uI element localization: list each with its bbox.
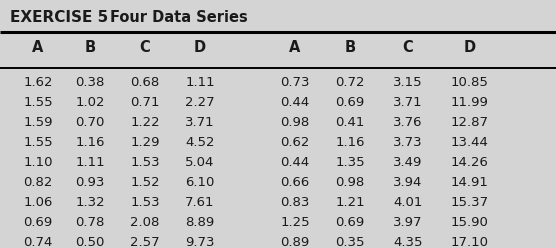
Text: 3.76: 3.76 xyxy=(393,116,423,129)
Text: 3.15: 3.15 xyxy=(393,76,423,89)
Text: 12.87: 12.87 xyxy=(451,116,489,129)
Text: 0.44: 0.44 xyxy=(280,156,310,169)
Text: 0.44: 0.44 xyxy=(280,96,310,109)
Text: 10.85: 10.85 xyxy=(451,76,489,89)
Text: 11.99: 11.99 xyxy=(451,96,489,109)
Text: 2.27: 2.27 xyxy=(185,96,215,109)
Text: 1.02: 1.02 xyxy=(75,96,105,109)
Text: 0.66: 0.66 xyxy=(280,176,310,189)
Text: 1.53: 1.53 xyxy=(130,156,160,169)
Text: 0.35: 0.35 xyxy=(335,236,365,248)
Text: 3.49: 3.49 xyxy=(393,156,423,169)
Text: EXERCISE 5: EXERCISE 5 xyxy=(10,10,108,25)
Text: 0.72: 0.72 xyxy=(335,76,365,89)
Text: 13.44: 13.44 xyxy=(451,136,489,149)
Text: 3.71: 3.71 xyxy=(393,96,423,109)
Text: A: A xyxy=(32,40,44,55)
Text: 0.98: 0.98 xyxy=(280,116,310,129)
Text: 0.82: 0.82 xyxy=(23,176,53,189)
Text: 0.71: 0.71 xyxy=(130,96,160,109)
Text: 0.38: 0.38 xyxy=(75,76,105,89)
Text: 1.22: 1.22 xyxy=(130,116,160,129)
Text: 1.29: 1.29 xyxy=(130,136,160,149)
Text: 0.62: 0.62 xyxy=(280,136,310,149)
Text: 4.52: 4.52 xyxy=(185,136,215,149)
Text: 1.16: 1.16 xyxy=(75,136,105,149)
Text: Four Data Series: Four Data Series xyxy=(110,10,248,25)
Text: 15.37: 15.37 xyxy=(451,196,489,209)
Text: 3.71: 3.71 xyxy=(185,116,215,129)
Text: 5.04: 5.04 xyxy=(185,156,215,169)
Text: 1.59: 1.59 xyxy=(23,116,53,129)
Text: 2.08: 2.08 xyxy=(130,216,160,229)
Text: B: B xyxy=(85,40,96,55)
Text: 0.69: 0.69 xyxy=(335,216,365,229)
Text: 0.69: 0.69 xyxy=(335,96,365,109)
Text: 3.94: 3.94 xyxy=(393,176,423,189)
Text: 4.01: 4.01 xyxy=(393,196,423,209)
Text: 1.10: 1.10 xyxy=(23,156,53,169)
Text: 1.55: 1.55 xyxy=(23,96,53,109)
Text: 0.89: 0.89 xyxy=(280,236,310,248)
Text: C: C xyxy=(140,40,150,55)
Text: 1.11: 1.11 xyxy=(185,76,215,89)
Text: 1.11: 1.11 xyxy=(75,156,105,169)
Text: 3.97: 3.97 xyxy=(393,216,423,229)
Text: 0.68: 0.68 xyxy=(130,76,160,89)
Text: 1.62: 1.62 xyxy=(23,76,53,89)
Text: 0.69: 0.69 xyxy=(23,216,53,229)
Text: 1.53: 1.53 xyxy=(130,196,160,209)
Text: 1.21: 1.21 xyxy=(335,196,365,209)
Text: 14.26: 14.26 xyxy=(451,156,489,169)
Text: C: C xyxy=(403,40,413,55)
Text: 8.89: 8.89 xyxy=(185,216,215,229)
Text: 3.73: 3.73 xyxy=(393,136,423,149)
Text: 1.55: 1.55 xyxy=(23,136,53,149)
Text: 0.93: 0.93 xyxy=(75,176,105,189)
Text: 9.73: 9.73 xyxy=(185,236,215,248)
Text: 1.35: 1.35 xyxy=(335,156,365,169)
Text: 0.98: 0.98 xyxy=(335,176,365,189)
Text: 15.90: 15.90 xyxy=(451,216,489,229)
Text: 0.41: 0.41 xyxy=(335,116,365,129)
Text: 0.73: 0.73 xyxy=(280,76,310,89)
Text: 0.78: 0.78 xyxy=(75,216,105,229)
Text: 17.10: 17.10 xyxy=(451,236,489,248)
Text: A: A xyxy=(289,40,301,55)
Text: D: D xyxy=(194,40,206,55)
Text: 1.16: 1.16 xyxy=(335,136,365,149)
Text: B: B xyxy=(344,40,356,55)
Text: D: D xyxy=(464,40,476,55)
Text: 2.57: 2.57 xyxy=(130,236,160,248)
Text: 1.25: 1.25 xyxy=(280,216,310,229)
Text: 1.52: 1.52 xyxy=(130,176,160,189)
Text: 0.70: 0.70 xyxy=(75,116,105,129)
Text: 1.06: 1.06 xyxy=(23,196,53,209)
Text: 0.74: 0.74 xyxy=(23,236,53,248)
Text: 1.32: 1.32 xyxy=(75,196,105,209)
Text: 7.61: 7.61 xyxy=(185,196,215,209)
Text: 4.35: 4.35 xyxy=(393,236,423,248)
Text: 14.91: 14.91 xyxy=(451,176,489,189)
Text: 0.50: 0.50 xyxy=(75,236,105,248)
Text: 0.83: 0.83 xyxy=(280,196,310,209)
Text: 6.10: 6.10 xyxy=(185,176,215,189)
